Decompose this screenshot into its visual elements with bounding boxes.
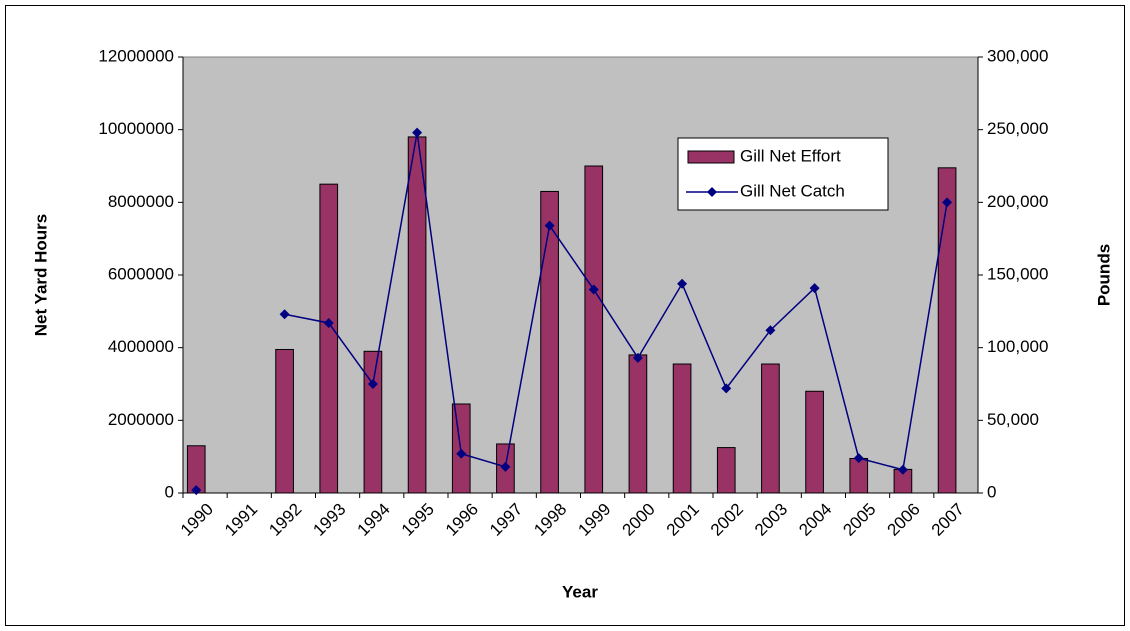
bar bbox=[363, 350, 383, 494]
y-axis-title: Net Yard Hours bbox=[31, 214, 50, 337]
bar bbox=[849, 457, 869, 494]
marker bbox=[412, 127, 423, 138]
marker bbox=[500, 461, 511, 472]
legend-label: Gill Net Effort bbox=[740, 146, 841, 165]
y-tick-label: 2000000 bbox=[108, 410, 174, 429]
bar bbox=[672, 363, 692, 494]
y-tick-label: 10000000 bbox=[98, 119, 174, 138]
y-tick-label: 8000000 bbox=[108, 192, 174, 211]
bar bbox=[584, 165, 604, 494]
y-tick-label: 0 bbox=[165, 482, 174, 501]
y2-tick-label: 300,000 bbox=[987, 46, 1048, 65]
bar bbox=[407, 136, 427, 494]
y2-axis-title: Pounds bbox=[1094, 244, 1113, 306]
y-tick-label: 12000000 bbox=[98, 46, 174, 65]
y2-tick-label: 100,000 bbox=[987, 337, 1048, 356]
legend-swatch bbox=[687, 150, 735, 164]
marker bbox=[809, 283, 820, 294]
marker bbox=[942, 197, 953, 208]
bar bbox=[761, 363, 780, 494]
bar bbox=[628, 354, 648, 494]
marker bbox=[632, 352, 643, 363]
marker bbox=[853, 453, 864, 464]
marker bbox=[323, 317, 334, 328]
y2-tick-label: 200,000 bbox=[987, 192, 1048, 211]
legend-marker bbox=[707, 187, 717, 197]
marker bbox=[367, 379, 378, 389]
y2-tick-label: 150,000 bbox=[987, 264, 1048, 283]
marker bbox=[765, 325, 776, 336]
x-axis-title: Year bbox=[562, 582, 598, 601]
marker bbox=[191, 485, 202, 496]
marker bbox=[677, 278, 688, 289]
bar bbox=[716, 447, 736, 494]
legend-label: Gill Net Catch bbox=[740, 181, 845, 200]
bar bbox=[937, 167, 957, 494]
y-tick-label: 4000000 bbox=[108, 337, 174, 356]
marker bbox=[544, 220, 555, 231]
marker bbox=[897, 464, 908, 475]
bar bbox=[805, 390, 824, 494]
bar bbox=[540, 190, 559, 494]
marker bbox=[456, 448, 467, 459]
y-tick-label: 6000000 bbox=[108, 264, 174, 283]
y2-tick-label: 0 bbox=[987, 482, 996, 501]
line bbox=[284, 132, 948, 471]
y2-tick-label: 250,000 bbox=[987, 119, 1048, 138]
legend-box bbox=[677, 137, 889, 211]
marker bbox=[588, 284, 599, 295]
marker bbox=[279, 309, 290, 320]
plot-area bbox=[182, 56, 979, 494]
bar bbox=[275, 348, 294, 494]
bar bbox=[319, 183, 339, 494]
y2-tick-label: 50,000 bbox=[987, 410, 1039, 429]
marker bbox=[721, 383, 732, 394]
